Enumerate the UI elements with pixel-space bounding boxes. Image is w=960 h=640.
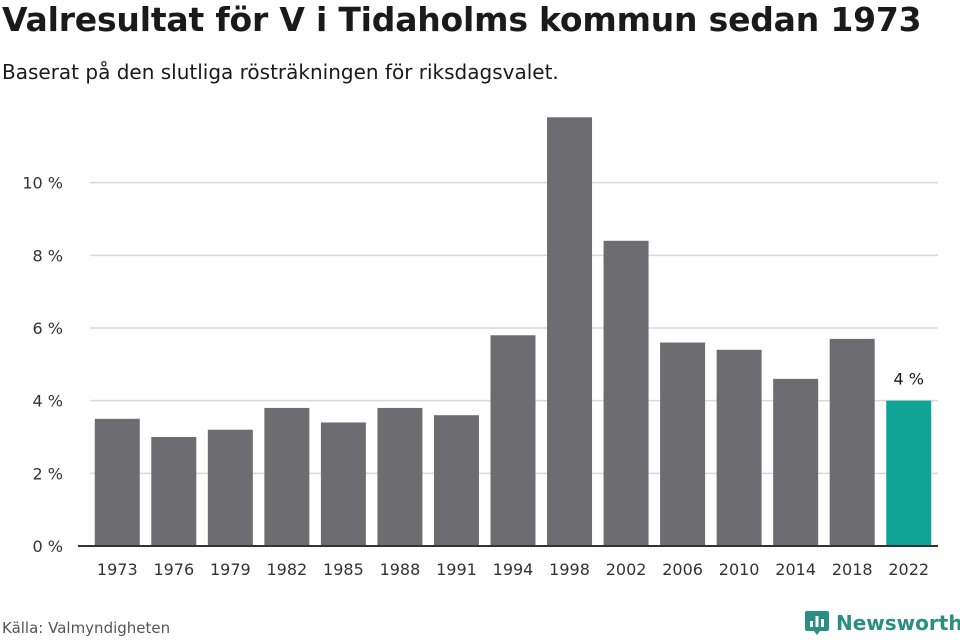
data-label-2022: 4 % <box>893 370 923 389</box>
newsworthy-logo-icon <box>805 611 829 635</box>
x-tick-label: 2018 <box>832 560 873 579</box>
bar-1979 <box>207 429 253 546</box>
x-tick-label: 2014 <box>775 560 816 579</box>
chart-title: Valresultat för V i Tidaholms kommun sed… <box>2 0 922 39</box>
y-tick-label: 4 % <box>33 392 63 411</box>
bar-1973 <box>94 418 140 546</box>
x-tick-label: 2010 <box>719 560 760 579</box>
bar-1985 <box>320 422 366 546</box>
x-tick-label: 1985 <box>323 560 364 579</box>
bar-1982 <box>264 407 310 546</box>
y-tick-label: 10 % <box>22 174 63 193</box>
bar-2022 <box>886 400 932 546</box>
x-tick-label: 1991 <box>436 560 477 579</box>
bar-2006 <box>660 342 706 546</box>
y-tick-label: 8 % <box>33 246 63 265</box>
source-note: Källa: Valmyndigheten <box>2 619 171 637</box>
x-tick-label: 1982 <box>267 560 308 579</box>
x-tick-label: 1976 <box>153 560 194 579</box>
bar-1976 <box>151 437 197 546</box>
x-tick-label: 1988 <box>380 560 421 579</box>
x-tick-label: 2002 <box>606 560 647 579</box>
brand-name: Newsworthy <box>836 611 960 635</box>
x-tick-label: 1973 <box>97 560 138 579</box>
chart-subtitle: Baserat på den slutliga rösträkningen fö… <box>2 60 559 84</box>
bar-1994 <box>490 335 536 546</box>
x-tick-label: 2006 <box>662 560 703 579</box>
x-tick-label: 1994 <box>493 560 534 579</box>
bar-2018 <box>829 338 875 546</box>
y-tick-label: 6 % <box>33 319 63 338</box>
brand: Newsworthy <box>804 608 960 638</box>
bar-2002 <box>603 240 649 547</box>
bar-2014 <box>773 378 819 546</box>
x-tick-label: 1979 <box>210 560 251 579</box>
bar-2010 <box>716 349 762 546</box>
bar-1991 <box>433 415 479 546</box>
bar-1998 <box>547 117 593 547</box>
y-tick-label: 0 % <box>33 537 63 556</box>
y-tick-label: 2 % <box>33 464 63 483</box>
x-tick-label: 2022 <box>888 560 929 579</box>
bar-1988 <box>377 407 423 546</box>
x-tick-label: 1998 <box>549 560 590 579</box>
